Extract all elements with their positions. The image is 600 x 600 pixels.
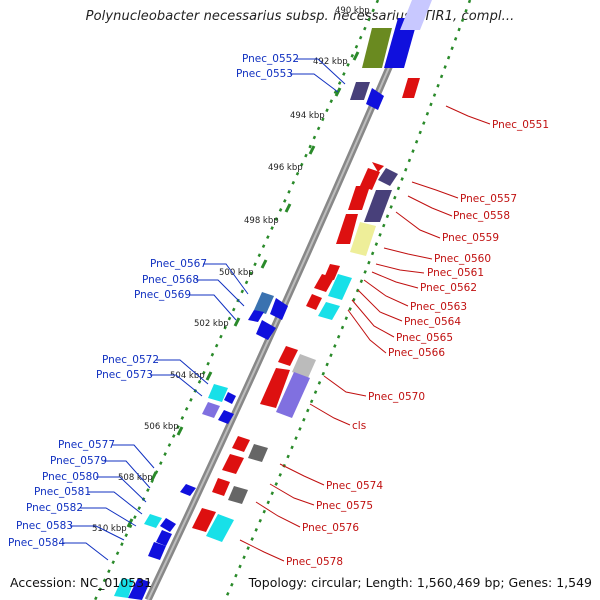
left-cluster-e [114,484,196,600]
gene-label-pnec-0551[interactable]: Pnec_0551 [492,119,549,131]
top-features [362,0,432,98]
tick-label-510: 510 kbp [92,524,127,534]
gene-labels-left: Pnec_0552 Pnec_0553 Pnec_0567 Pnec_0568 … [8,53,299,549]
gene-label-pnec-0579[interactable]: Pnec_0579 [50,455,107,467]
tick-label-508: 508 kbp [118,473,153,483]
gene-label-pnec-0583[interactable]: Pnec_0583 [16,520,73,532]
gene-label-pnec-0578[interactable]: Pnec_0578 [286,556,343,568]
feature-0570-cls [260,346,316,418]
tick-label-504: 504 kbp [170,371,205,381]
major-ticks [126,51,360,528]
gene-feature-0553[interactable] [366,88,384,110]
gene-label-pnec-0582[interactable]: Pnec_0582 [26,502,83,514]
gene-label-pnec-0569[interactable]: Pnec_0569 [134,289,191,301]
gene-label-pnec-0572[interactable]: Pnec_0572 [102,354,159,366]
right-dotted-track [223,0,472,600]
gene-label-pnec-0574[interactable]: Pnec_0574 [326,480,383,492]
gene-label-pnec-0565[interactable]: Pnec_0565 [396,332,453,344]
gene-label-pnec-0564[interactable]: Pnec_0564 [404,316,461,328]
tick-label-502: 502 kbp [194,319,229,329]
gene-label-pnec-0557[interactable]: Pnec_0557 [460,193,517,205]
accession-label: Accession: NC_010531 [10,575,153,590]
tick-label-494: 494 kbp [290,111,325,121]
gene-label-pnec-0580[interactable]: Pnec_0580 [42,471,99,483]
tick-label-500: 500 kbp [219,268,254,278]
gene-label-pnec-0566[interactable]: Pnec_0566 [388,347,445,359]
right-cluster-d [192,436,268,542]
gene-label-pnec-0563[interactable]: Pnec_0563 [410,301,467,313]
tick-label-490: 490 kbp [335,6,370,16]
gene-label-pnec-0561[interactable]: Pnec_0561 [427,267,484,279]
right-cluster-a [306,162,398,320]
gene-label-cls[interactable]: cls [352,420,366,432]
gene-label-pnec-0567[interactable]: Pnec_0567 [150,258,207,270]
gene-label-pnec-0576[interactable]: Pnec_0576 [302,522,359,534]
left-cluster-c [202,384,236,424]
leader-lines-left [62,58,346,561]
gene-labels-right: Pnec_0551 Pnec_0557 Pnec_0558 Pnec_0559 … [286,119,549,568]
leader-lines-right [239,105,491,562]
gene-label-pnec-0562[interactable]: Pnec_0562 [420,282,477,294]
gene-feature-0552[interactable] [350,82,370,100]
gene-label-pnec-0575[interactable]: Pnec_0575 [316,500,373,512]
gene-label-pnec-0560[interactable]: Pnec_0560 [434,253,491,265]
gene-label-pnec-0573[interactable]: Pnec_0573 [96,369,153,381]
tick-label-506: 506 kbp [144,422,179,432]
genome-backbone-highlight [147,0,419,600]
gene-label-pnec-0570[interactable]: Pnec_0570 [368,391,425,403]
gene-label-pnec-0559[interactable]: Pnec_0559 [442,232,499,244]
left-cluster-b [248,292,288,340]
gene-label-pnec-0552[interactable]: Pnec_0552 [242,53,299,65]
tick-label-498: 498 kbp [244,216,279,226]
genome-summary: Topology: circular; Length: 1,560,469 bp… [248,575,592,590]
gene-label-pnec-0581[interactable]: Pnec_0581 [34,486,91,498]
gene-label-pnec-0584[interactable]: Pnec_0584 [8,537,65,549]
tick-label-492: 492 kbp [313,57,348,67]
gene-label-pnec-0553[interactable]: Pnec_0553 [236,68,293,80]
gene-label-pnec-0568[interactable]: Pnec_0568 [142,274,199,286]
gene-label-pnec-0558[interactable]: Pnec_0558 [453,210,510,222]
tick-label-496: 496 kbp [268,163,303,173]
gene-label-pnec-0577[interactable]: Pnec_0577 [58,439,115,451]
